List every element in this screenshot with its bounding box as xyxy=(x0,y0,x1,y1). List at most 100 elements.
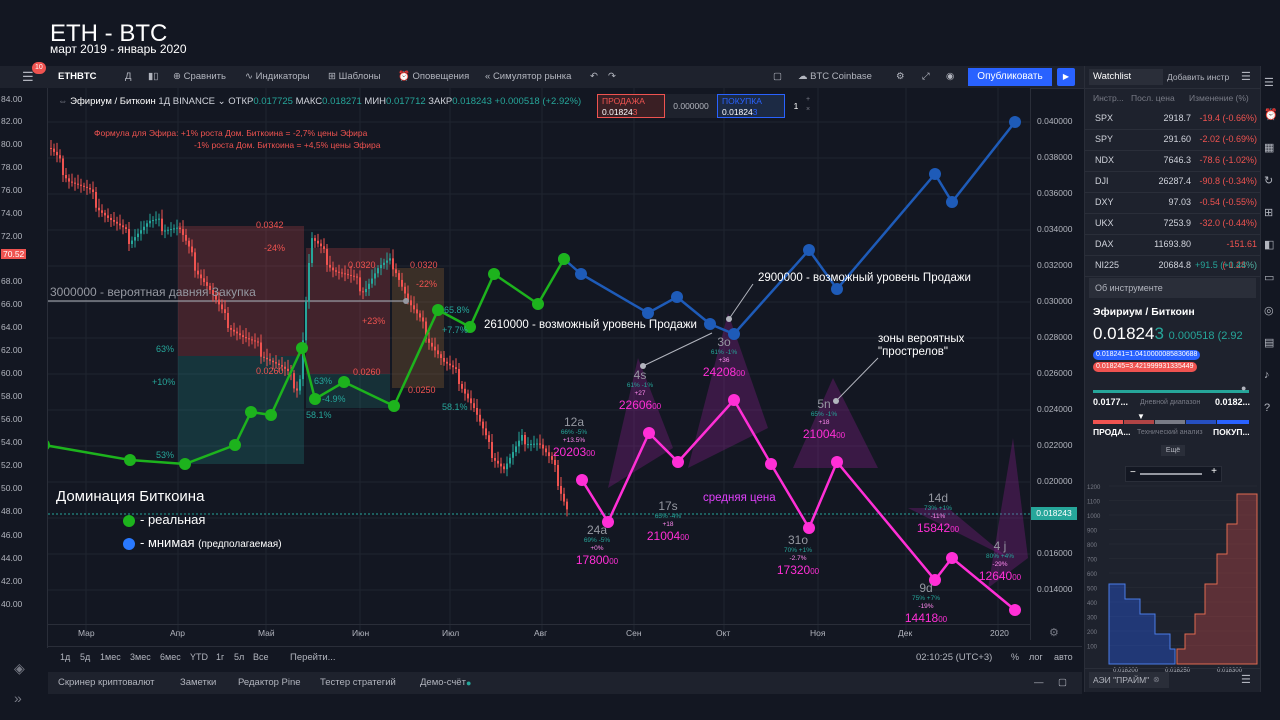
chart-pane[interactable]: Формула для Эфира: +1% роста Дом. Биткои… xyxy=(48,88,1030,640)
range-5д[interactable]: 5д xyxy=(80,652,91,662)
refresh-icon[interactable]: ↻ xyxy=(1264,175,1274,187)
pct-label: 53% xyxy=(156,450,175,460)
templates-button[interactable]: ⊞ Шаблоны xyxy=(328,66,381,88)
watchlist-symbol: DXY xyxy=(1095,197,1114,207)
range-3мес[interactable]: 3мес xyxy=(130,652,151,662)
goto-date-button[interactable]: Перейти... xyxy=(290,652,336,663)
price-axis[interactable]: 0.040000 0.038000 0.036000 0.034000 0.032000… xyxy=(1030,88,1083,640)
buy-button[interactable]: ПОКУПКА 0.018243 xyxy=(717,94,785,118)
range-1мес[interactable]: 1мес xyxy=(100,652,121,662)
range-6мес[interactable]: 6мес xyxy=(160,652,181,662)
candle-body xyxy=(461,384,463,389)
range-YTD[interactable]: YTD xyxy=(190,652,208,662)
bottom-tab[interactable]: Тестер стратегий xyxy=(320,677,396,688)
time-axis[interactable]: Мар Апр Май Июн Июл Авг Сен Окт Ноя Дек 2020 xyxy=(48,624,1030,641)
help-icon[interactable]: ? xyxy=(1264,402,1271,414)
candle-body xyxy=(536,443,538,445)
watchlist-row[interactable]: DAX 11693.80 -151.61 (-1.28%) xyxy=(1085,234,1260,270)
bell-icon[interactable]: ♪ xyxy=(1264,369,1270,381)
candle-body xyxy=(338,271,340,273)
watchlist-row[interactable]: SPX 2918.7 -19.4 (-0.66%) xyxy=(1085,108,1260,130)
list-menu-icon[interactable]: ☰ xyxy=(1241,674,1251,686)
layout-icon[interactable]: ▢ xyxy=(773,71,782,82)
screen-icon[interactable]: ▭ xyxy=(1264,272,1275,284)
play-icon[interactable]: ▶ xyxy=(1057,68,1075,86)
settings-icon[interactable]: ⚙ xyxy=(896,71,905,82)
bottom-tab[interactable]: Редактор Pine xyxy=(238,677,301,688)
maximize-icon[interactable]: ▢ xyxy=(1058,677,1067,688)
camera-icon[interactable]: ◉ xyxy=(946,71,955,82)
alarm-icon[interactable]: ⏰ xyxy=(1264,109,1278,121)
bottom-tab[interactable]: Скринер криптовалют xyxy=(58,677,155,688)
collapse-icon[interactable]: ⇔ xyxy=(58,96,68,107)
range-1д[interactable]: 1д xyxy=(60,652,71,662)
col-last[interactable]: Посл. цена xyxy=(1131,93,1175,103)
broker-tab[interactable]: АЭИ "ПРАЙМ" xyxy=(1089,672,1169,688)
legend-low-label: МИН xyxy=(364,96,387,107)
more-button[interactable]: Ещё xyxy=(1161,445,1185,456)
indicators-button[interactable]: ∿ Индикаторы xyxy=(245,66,310,88)
range-1г[interactable]: 1г xyxy=(216,652,225,662)
auto-scale-icon[interactable]: ⚙ xyxy=(1049,627,1059,639)
zoom-out-icon[interactable]: − xyxy=(1130,467,1136,478)
chart-canvas[interactable] xyxy=(48,88,1030,640)
range-Все[interactable]: Все xyxy=(253,652,269,662)
zoom-slider[interactable] xyxy=(1140,473,1202,475)
alerts-button[interactable]: ⏰ Оповещения xyxy=(398,66,469,88)
chevron-right-icon[interactable]: » xyxy=(14,690,22,706)
btc-coinbase-button[interactable]: ☁ BTC Coinbase xyxy=(798,66,872,88)
zoom-in-icon[interactable]: + xyxy=(1211,466,1217,477)
col-change[interactable]: Изменение (%) xyxy=(1189,93,1249,103)
minimize-icon[interactable]: — xyxy=(1034,677,1044,688)
bottom-tab[interactable]: Заметки xyxy=(180,677,217,688)
fullscreen-icon[interactable]: ⤢ xyxy=(922,71,930,82)
scale-option[interactable]: % xyxy=(1011,652,1020,662)
grid-icon[interactable]: ⊞ xyxy=(1264,207,1274,219)
sell-button[interactable]: ПРОДАЖА 0.018243 xyxy=(597,94,665,118)
add-symbol-button[interactable]: Добавить инстр xyxy=(1167,72,1230,82)
watchlist-row[interactable]: DXY 97.03 -0.54 (-0.55%) xyxy=(1085,192,1260,214)
broadcast-icon[interactable]: ◎ xyxy=(1264,305,1274,317)
chevron-down-icon[interactable]: ⌄ xyxy=(217,96,226,107)
replay-button[interactable]: « Симулятор рынка xyxy=(485,66,571,88)
watchlist-row[interactable]: DJI 26287.4 -90.8 (-0.34%) xyxy=(1085,171,1260,193)
time-axis-label: Апр xyxy=(170,628,185,638)
watchlist-row[interactable]: SPY 291.60 -2.02 (-0.69%) xyxy=(1085,129,1260,151)
interval-button[interactable]: Д xyxy=(125,71,132,82)
candle-body xyxy=(446,361,448,364)
candle-body xyxy=(266,357,268,360)
menu-icon[interactable]: ☰ xyxy=(22,69,34,84)
candle-body xyxy=(500,463,502,467)
publish-button[interactable]: Опубликовать xyxy=(968,68,1052,86)
undo-icon[interactable]: ↶ xyxy=(590,71,598,82)
compare-button[interactable]: ⊕ Сравнить xyxy=(173,66,226,88)
candle-body xyxy=(344,273,346,275)
close-icon[interactable]: ⊗ xyxy=(1153,675,1160,684)
quantity-field[interactable]: 1 xyxy=(793,101,799,111)
watchlist-icon[interactable]: ☰ xyxy=(1264,77,1274,89)
scale-option[interactable]: авто xyxy=(1054,652,1073,662)
depth-zoom-control[interactable]: − + xyxy=(1125,466,1222,482)
time-axis-label: Окт xyxy=(716,628,731,638)
watchlist-row[interactable]: NDX 7646.3 -78.6 (-1.02%) xyxy=(1085,150,1260,172)
details-header[interactable]: Об инструменте xyxy=(1089,278,1256,298)
col-symbol[interactable]: Инстр... xyxy=(1093,93,1124,103)
scale-option[interactable]: лог xyxy=(1029,652,1043,662)
redo-icon[interactable]: ↷ xyxy=(608,71,616,82)
quantity-stepper[interactable]: + × xyxy=(806,96,811,113)
candle-body xyxy=(488,435,490,442)
watchlist-row[interactable]: NI225 20684.8 +91.5 (+0.44%) xyxy=(1085,255,1260,277)
symbol-search[interactable]: ETHBTC xyxy=(58,71,97,82)
range-5л[interactable]: 5л xyxy=(234,652,245,662)
watchlist-row[interactable]: UKX 7253.9 -32.0 (-0.44%) xyxy=(1085,213,1260,235)
layout-icon[interactable]: ▤ xyxy=(1264,337,1275,349)
chart-style-icon[interactable]: ▮▯ xyxy=(148,71,159,82)
candle-body xyxy=(122,225,124,228)
calendar-icon[interactable]: ▦ xyxy=(1264,142,1275,154)
bottom-tab[interactable]: Демо-счёт xyxy=(420,677,466,688)
watchlist-tab[interactable]: Watchlist xyxy=(1089,69,1163,85)
point-sub1: 73% +1% xyxy=(923,505,952,512)
chat-icon[interactable]: ◧ xyxy=(1264,239,1275,251)
list-menu-icon[interactable]: ☰ xyxy=(1241,71,1251,83)
layers-icon[interactable]: ◈ xyxy=(14,660,25,676)
